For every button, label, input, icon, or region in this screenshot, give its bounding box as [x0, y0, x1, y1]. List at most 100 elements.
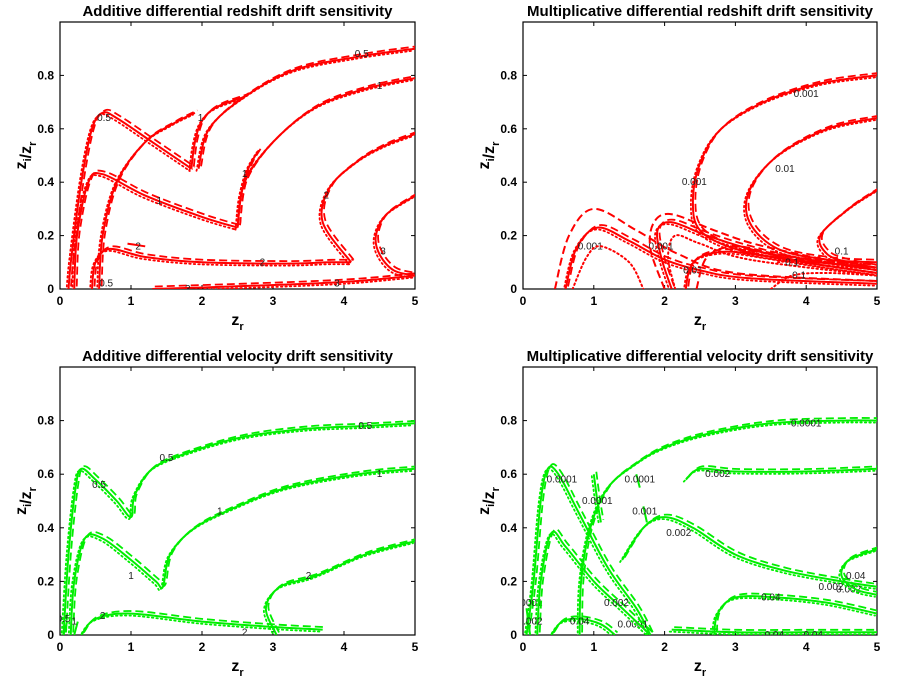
contour-line-solid [713, 595, 877, 635]
chart-title: Multiplicative differential velocity dri… [527, 348, 874, 365]
contour-line-solid [592, 474, 602, 523]
contour-level-label: 0.5 [97, 113, 111, 124]
contour-line-dashed [648, 212, 877, 289]
contour-line-dotted [689, 76, 876, 271]
contour-level-label: 3 [380, 247, 386, 258]
contour-line-dashed [65, 420, 415, 633]
contour-line-dotted [60, 424, 414, 635]
contour-line-dashed [695, 245, 877, 289]
y-tick-label: 0.8 [500, 414, 517, 428]
contour-line-dotted [743, 119, 876, 266]
x-tick-label: 5 [874, 640, 881, 654]
contour-line-dashed [538, 528, 654, 634]
y-axis-label: zi/zr [476, 141, 502, 170]
x-axis-label: zr [694, 658, 707, 679]
contour-level-label: 0.001 [649, 241, 674, 252]
y-tick-label: 0.4 [37, 521, 54, 535]
chart-panel-2: Multiplicative differential redshift dri… [476, 3, 881, 333]
contour-line-solid [236, 149, 260, 228]
contour-line-solid [745, 117, 877, 264]
contour-level-label: 1 [128, 571, 134, 582]
contour-level-label: 0.0001 [512, 598, 543, 609]
x-axis-label: zr [231, 312, 244, 333]
chart-title: Additive differential velocity drift sen… [82, 348, 394, 365]
x-tick-label: 4 [803, 640, 810, 654]
x-tick-label: 2 [661, 640, 668, 654]
contour-line-dotted [71, 174, 237, 289]
contour-line-dashed [687, 248, 877, 287]
contour-line-dashed [239, 147, 263, 226]
contour-line-solid [525, 465, 652, 635]
plot-area [59, 366, 416, 636]
y-tick-label: 0 [510, 282, 517, 296]
contour-line-dotted [682, 469, 876, 483]
chart-panel-4: Multiplicative differential velocity dri… [476, 348, 881, 679]
contour-line-solid [840, 548, 877, 596]
contour-line-solid [536, 530, 652, 635]
x-tick-label: 0 [57, 294, 64, 308]
contour-level-label: 0.04 [761, 592, 781, 603]
y-tick-label: 0 [510, 628, 517, 642]
contour-line-dashed [377, 193, 415, 274]
contour-line-dotted [838, 550, 876, 598]
x-axis-label: zr [231, 658, 244, 679]
contour-level-label: 0.1 [785, 257, 799, 268]
contour-level-label: 0.0001 [617, 619, 648, 630]
contour-group: 0.5 0.5 0.5 1 1 1 1 2 2 2 3 3 3 [65, 45, 415, 295]
x-tick-label: 3 [270, 640, 277, 654]
x-tick-label: 3 [732, 294, 739, 308]
contour-level-label: 2 [323, 191, 329, 202]
contour-level-label: 0.0001 [547, 475, 578, 486]
contour-level-label: 0.0001 [625, 475, 656, 486]
contour-line-solid [525, 608, 532, 635]
contour-line-dotted [263, 542, 414, 635]
x-tick-label: 1 [128, 640, 135, 654]
contour-line-dotted [668, 630, 876, 635]
contour-line-dotted [534, 532, 648, 635]
contour-level-label: 0.001 [578, 241, 603, 252]
x-axis-label: zr [694, 312, 707, 333]
contour-line-dashed [200, 45, 415, 167]
contour-level-label: 2 [242, 627, 248, 638]
contour-line-dotted [96, 113, 194, 289]
contour-line-dashed [687, 465, 877, 478]
contour-level-label: 0.0001 [791, 418, 822, 429]
contour-line-solid [685, 467, 877, 481]
y-tick-label: 0.4 [500, 521, 517, 535]
x-tick-label: 4 [341, 294, 348, 308]
contour-level-label: 0.5 [92, 480, 106, 491]
contour-line-solid [62, 621, 69, 635]
contour-group: 0.001 0.001 0.01 0.1 0.001 0.001 0.01 0.1 0.1 [553, 72, 877, 289]
y-tick-label: 0.6 [37, 122, 54, 136]
y-axis-label: zi/zr [13, 486, 39, 515]
contour-line-solid [73, 172, 238, 289]
contour-level-label: 0.5 [160, 453, 174, 464]
contour-line-dotted [590, 475, 600, 526]
contour-line-solid [190, 95, 245, 169]
contour-line-dotted [186, 276, 414, 289]
contour-line-solid [684, 250, 877, 289]
x-tick-label: 2 [661, 294, 668, 308]
x-tick-label: 1 [590, 294, 597, 308]
contour-line-dotted [683, 252, 876, 289]
x-tick-label: 2 [199, 640, 206, 654]
contour-line-dashed [715, 592, 877, 633]
contour-line-dashed [192, 93, 248, 167]
contour-line-solid [152, 274, 415, 289]
contour-line-dashed [581, 417, 877, 633]
contour-level-label: 0.001 [794, 89, 819, 100]
contour-level-label: 0.04 [570, 617, 590, 628]
y-tick-label: 0.4 [500, 175, 517, 189]
x-tick-label: 0 [57, 640, 64, 654]
contour-line-dotted [769, 271, 877, 289]
contour-group: 0.0001 0.0001 0.0001 0.0001 0.0001 0.0001 0.00… [512, 417, 877, 635]
contour-line-solid [62, 422, 415, 635]
contour-line-dashed [154, 272, 415, 288]
contour-line-solid [67, 111, 193, 289]
contour-level-label: 2 [306, 571, 312, 582]
contour-level-label: 3 [185, 284, 191, 295]
contour-line-dotted [711, 597, 876, 635]
contour-line-dashed [674, 626, 877, 631]
